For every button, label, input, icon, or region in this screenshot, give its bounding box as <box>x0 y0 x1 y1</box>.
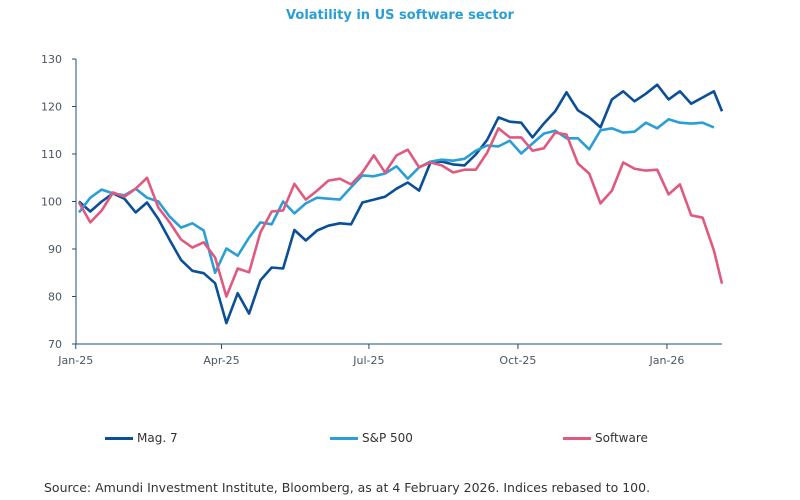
y-tick-label: 70 <box>48 338 62 351</box>
y-tick-label: 120 <box>41 101 62 114</box>
series-line-mag-7 <box>78 83 724 325</box>
legend-item-software: Software <box>563 431 648 445</box>
chart-title: Volatility in US software sector <box>286 8 514 23</box>
legend-item-mag7: Mag. 7 <box>105 431 178 445</box>
line-chart: 70 80 90 100 110 120 130 Jan-25 Apr-25 Jul-25 Oct-… <box>41 53 724 367</box>
y-tick-label: 100 <box>41 196 62 209</box>
axes: 70 80 90 100 110 120 130 Jan-25 Apr-25 Jul-25 Oct-… <box>41 53 722 367</box>
y-tick-label: 90 <box>48 243 62 256</box>
x-tick-label: Jan-25 <box>57 354 93 367</box>
series-lines <box>77 83 724 325</box>
legend-swatch <box>105 436 133 440</box>
legend: Mag. 7 S&P 500 Software <box>0 431 800 449</box>
x-tick-label: Jan-26 <box>648 354 684 367</box>
legend-swatch <box>563 436 591 440</box>
legend-item-sp500: S&P 500 <box>330 431 413 445</box>
y-tick-label: 110 <box>41 148 62 161</box>
legend-label: Software <box>595 431 648 445</box>
series-line-s-p-500 <box>77 118 715 275</box>
legend-swatch <box>330 436 358 440</box>
x-tick-label: Oct-25 <box>499 354 536 367</box>
legend-label: S&P 500 <box>362 431 413 445</box>
y-tick-label: 130 <box>41 53 62 66</box>
source-note: Source: Amundi Investment Institute, Blo… <box>44 480 651 495</box>
legend-label: Mag. 7 <box>137 431 178 445</box>
x-tick-label: Jul-25 <box>352 354 384 367</box>
x-tick-label: Apr-25 <box>203 354 239 367</box>
series-line-software <box>77 127 724 298</box>
y-tick-label: 80 <box>48 291 62 304</box>
